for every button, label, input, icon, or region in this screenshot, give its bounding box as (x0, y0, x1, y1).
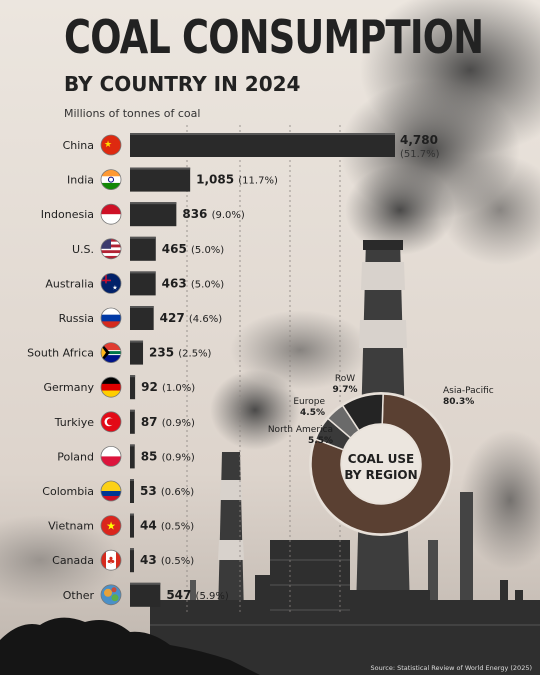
bar-highlight (130, 133, 395, 135)
x-axis-label: Millions of tonnes of coal (64, 107, 201, 120)
value-label: 43 (0.5%) (140, 553, 194, 567)
flag-us-icon (100, 238, 122, 260)
donut-slice (310, 393, 452, 535)
slice-value: 80.3% (443, 397, 474, 407)
bar (130, 513, 134, 538)
value-label: 53 (0.6%) (140, 484, 194, 498)
bar-highlight (130, 271, 156, 274)
bar-highlight (130, 582, 161, 585)
flag-id-icon (100, 203, 122, 225)
category-label: Indonesia (41, 208, 94, 221)
bar (130, 340, 144, 365)
coal-pile (0, 617, 260, 675)
source-note: Source: Statistical Review of World Ener… (370, 664, 532, 672)
slice-label: RoW (335, 374, 355, 384)
bar (130, 133, 395, 157)
value-label: 427 (4.6%) (160, 311, 223, 325)
bar (130, 582, 161, 607)
donut-hole (342, 425, 420, 503)
donut-center-label: BY REGION (344, 468, 417, 482)
smoke-plume (0, 0, 540, 605)
flag-tr-icon (100, 411, 122, 433)
factory-silhouette (150, 540, 540, 675)
category-label: China (63, 139, 94, 152)
value-label: 92 (1.0%) (141, 380, 195, 394)
bar-highlight (130, 444, 135, 447)
value-label: 235 (2.5%) (149, 346, 212, 360)
bar-highlight (130, 513, 134, 516)
bar (130, 306, 154, 330)
flag-ru-icon (100, 307, 122, 329)
value-label: 836 (9.0%) (182, 207, 245, 221)
bar (130, 548, 134, 573)
bar (130, 271, 156, 296)
category-label: Turkiye (54, 416, 94, 429)
flag-vn-icon: ★ (100, 515, 122, 536)
bar (130, 444, 135, 469)
bar (130, 375, 136, 400)
bar-highlight (130, 202, 177, 205)
category-label: Russia (59, 312, 94, 325)
flag-in-icon (100, 169, 122, 191)
bar (130, 236, 156, 261)
category-label: India (67, 174, 94, 187)
bar (130, 202, 177, 227)
bar-highlight (130, 306, 154, 308)
slice-value: 5.5% (308, 436, 333, 446)
bar-highlight (130, 548, 134, 551)
value-label: 547 (5.9%) (166, 588, 229, 602)
svg-text:★: ★ (106, 520, 116, 533)
flag-ca-icon: ♣ (100, 549, 122, 571)
value-label: 465 (5.0%) (162, 242, 225, 256)
chart-title: COAL CONSUMPTION (64, 10, 484, 64)
value-label: 463 (5.0%) (162, 276, 225, 290)
bar-highlight (130, 167, 191, 170)
category-label: Other (63, 589, 95, 602)
chart-subtitle: BY COUNTRY IN 2024 (64, 72, 301, 96)
slice-label: Asia-Pacific (443, 386, 494, 396)
bar (130, 167, 191, 192)
category-label: Canada (52, 554, 94, 567)
slice-value: 9.7% (333, 385, 358, 395)
category-label: Colombia (42, 485, 94, 498)
gridlines (186, 125, 341, 615)
svg-text:♣: ♣ (107, 556, 116, 567)
bar (130, 479, 134, 503)
bar-highlight (130, 340, 144, 343)
slice-value: 4.5% (300, 408, 325, 418)
category-label: Australia (45, 277, 94, 290)
bar (130, 409, 135, 434)
value-label: 44 (0.5%) (140, 519, 194, 533)
donut-slice (341, 393, 384, 432)
flag-za-icon (100, 342, 122, 364)
category-label: Vietnam (48, 520, 94, 533)
donut-center-label: COAL USE (348, 452, 414, 466)
category-label: South Africa (27, 347, 94, 360)
value-label: 85 (0.9%) (141, 449, 195, 463)
category-label: Poland (57, 450, 94, 463)
svg-text:★: ★ (112, 284, 117, 291)
bar-highlight (130, 479, 134, 481)
bar-highlight (130, 236, 156, 239)
svg-text:★: ★ (104, 140, 112, 150)
flag-de-icon (100, 376, 122, 398)
value-label: 4,780 (400, 133, 438, 147)
share-label: (51.7%) (400, 149, 440, 160)
flag-au-icon: ★ (100, 272, 122, 294)
bar-highlight (130, 409, 135, 412)
bar-highlight (130, 375, 136, 378)
flag-cn-icon: ★ (100, 134, 122, 156)
flag-pl-icon (100, 445, 122, 467)
globe-icon (100, 584, 122, 606)
flag-co-icon (100, 480, 122, 502)
slice-label: North America (268, 425, 333, 435)
slice-label: Europe (293, 397, 325, 407)
value-label: 1,085 (11.7%) (196, 173, 278, 187)
category-label: U.S. (72, 243, 94, 256)
factory-pipes (150, 559, 540, 626)
category-label: Germany (43, 381, 94, 394)
value-label: 87 (0.9%) (141, 415, 195, 429)
